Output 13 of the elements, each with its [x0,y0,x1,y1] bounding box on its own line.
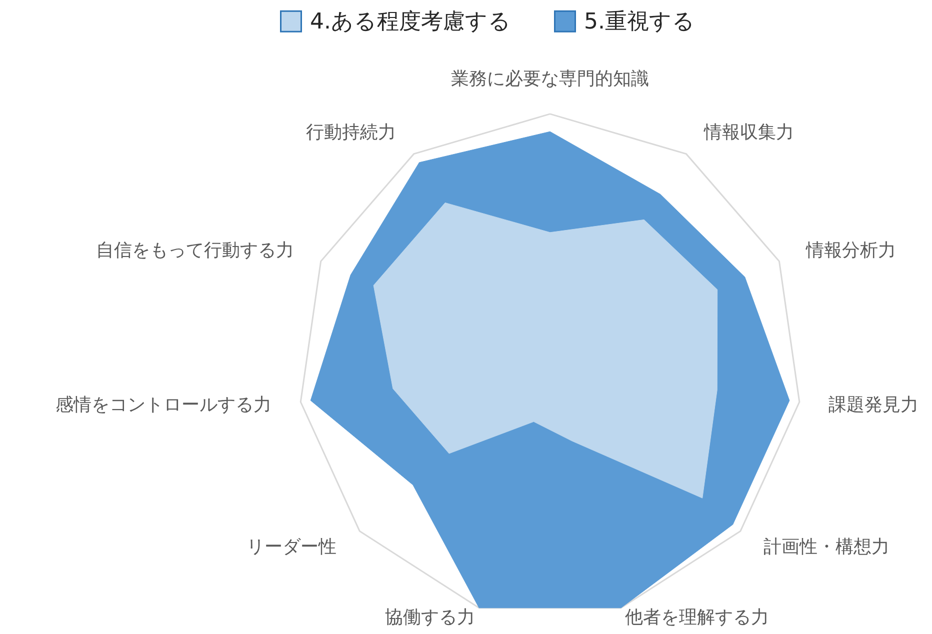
spoke-label: 情報分析力 [805,240,896,261]
spoke-label: 課題発見力 [828,394,918,416]
spoke-label: 他者を理解する力 [625,606,770,628]
spoke-label: 行動持続力 [306,122,396,143]
spoke-label: 協働する力 [385,606,476,628]
spoke-label: 感情をコントロールする力 [56,394,272,416]
spoke-label: 情報収集力 [702,122,794,143]
spoke-label: リーダー性 [246,536,337,558]
spoke-label: 自信をもって行動する力 [96,240,294,261]
legend-label: 4.ある程度考慮する [310,9,511,34]
spoke-label: 業務に必要な専門的知識 [451,68,650,90]
spoke-label: 計画性・構想力 [763,536,890,558]
legend-label: 5.重視する [584,9,695,34]
